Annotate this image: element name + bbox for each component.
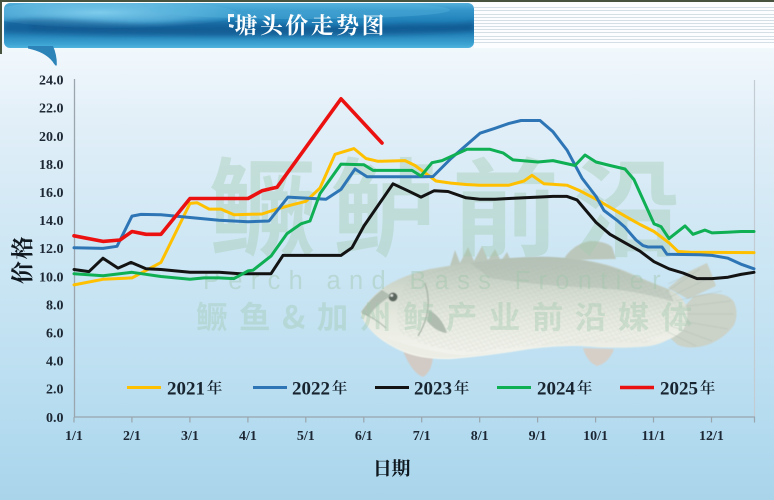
svg-text:2024: 2024 xyxy=(537,378,576,399)
svg-text:5/1: 5/1 xyxy=(297,429,315,444)
svg-text:2022: 2022 xyxy=(292,378,330,399)
svg-text:11/1: 11/1 xyxy=(641,429,665,444)
svg-text:18.0: 18.0 xyxy=(39,158,64,173)
svg-text:0.0: 0.0 xyxy=(46,411,64,426)
svg-text:22.0: 22.0 xyxy=(39,102,64,117)
svg-text:2025: 2025 xyxy=(660,378,698,399)
svg-text:20.0: 20.0 xyxy=(39,130,64,145)
svg-text:6.0: 6.0 xyxy=(46,327,64,342)
svg-text:12.0: 12.0 xyxy=(39,242,64,257)
svg-text:10.0: 10.0 xyxy=(39,270,64,285)
svg-text:14.0: 14.0 xyxy=(39,214,64,229)
svg-text:Perch and Bass Frontier: Perch and Bass Frontier xyxy=(203,267,669,295)
svg-text:12/1: 12/1 xyxy=(699,429,724,444)
svg-text:2023: 2023 xyxy=(414,378,452,399)
svg-text:2021: 2021 xyxy=(167,378,205,399)
svg-text:8/1: 8/1 xyxy=(471,429,489,444)
svg-text:3/1: 3/1 xyxy=(181,429,199,444)
svg-text:9/1: 9/1 xyxy=(529,429,547,444)
svg-text:4.0: 4.0 xyxy=(46,355,64,370)
svg-text:2.0: 2.0 xyxy=(46,383,64,398)
svg-text:24.0: 24.0 xyxy=(39,74,64,89)
svg-text:6/1: 6/1 xyxy=(355,429,373,444)
svg-text:16.0: 16.0 xyxy=(39,186,64,201)
svg-text:10/1: 10/1 xyxy=(583,429,608,444)
svg-text:2/1: 2/1 xyxy=(123,429,141,444)
svg-text:7/1: 7/1 xyxy=(413,429,431,444)
svg-text:8.0: 8.0 xyxy=(46,298,64,313)
svg-text:4/1: 4/1 xyxy=(239,429,257,444)
svg-text:1/1: 1/1 xyxy=(65,429,83,444)
